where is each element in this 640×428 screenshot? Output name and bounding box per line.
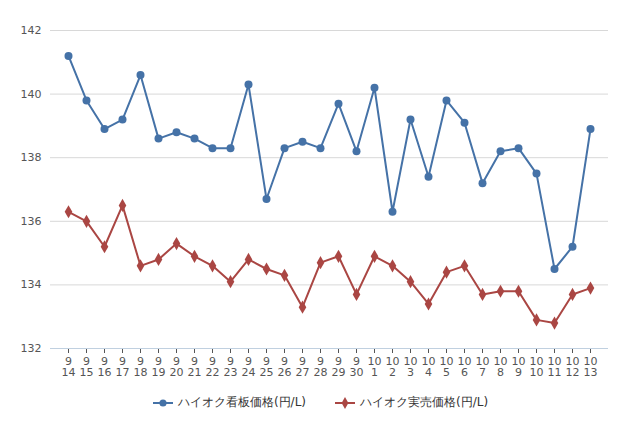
svg-text:102: 102: [386, 355, 400, 379]
svg-text:919: 919: [152, 355, 166, 379]
svg-text:915: 915: [80, 355, 94, 379]
svg-text:107: 107: [476, 355, 490, 379]
svg-text:920: 920: [170, 355, 184, 379]
svg-text:1012: 1012: [566, 355, 580, 379]
svg-text:923: 923: [224, 355, 238, 379]
svg-text:108: 108: [494, 355, 508, 379]
svg-text:1013: 1013: [584, 355, 598, 379]
svg-text:927: 927: [296, 355, 310, 379]
svg-text:924: 924: [242, 355, 256, 379]
html-text:ハイオク看板価格(円/L): ハイオク看板価格(円/L): [177, 395, 306, 409]
svg-text:930: 930: [350, 355, 364, 379]
svg-text:134: 134: [21, 278, 42, 291]
svg-text:918: 918: [134, 355, 148, 379]
svg-text:929: 929: [332, 355, 346, 379]
html-text:ハイオク実売価格(円/L): ハイオク実売価格(円/L): [360, 395, 489, 409]
svg-text:914: 914: [62, 355, 76, 379]
svg-text:109: 109: [512, 355, 526, 379]
svg-text:922: 922: [206, 355, 220, 379]
svg-text:106: 106: [458, 355, 472, 379]
svg-text:917: 917: [116, 355, 130, 379]
svg-text:101: 101: [368, 355, 382, 379]
svg-text:1010: 1010: [530, 355, 544, 379]
svg-text:105: 105: [440, 355, 454, 379]
svg-text:928: 928: [314, 355, 328, 379]
svg-text:1011: 1011: [548, 355, 562, 379]
svg-text:926: 926: [278, 355, 292, 379]
svg-text:103: 103: [404, 355, 418, 379]
svg-text:142: 142: [21, 24, 42, 37]
svg-text:136: 136: [21, 215, 42, 228]
svg-text:916: 916: [98, 355, 112, 379]
svg-text:140: 140: [21, 88, 42, 101]
svg-text:132: 132: [21, 342, 42, 355]
svg-text:925: 925: [260, 355, 274, 379]
svg-text:104: 104: [422, 355, 436, 379]
svg-text:921: 921: [188, 355, 202, 379]
svg-text:138: 138: [21, 151, 42, 164]
